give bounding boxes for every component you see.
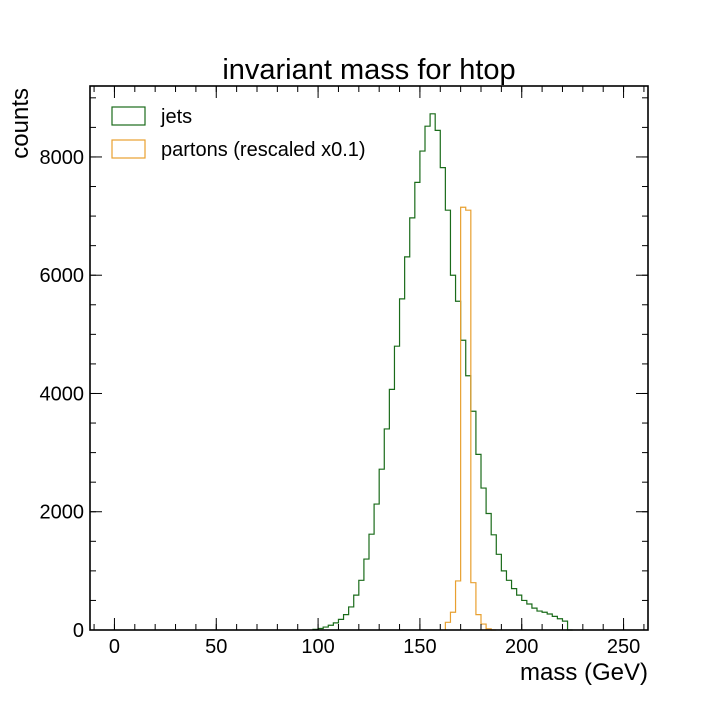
- y-tick-label: 6000: [40, 265, 85, 287]
- series-layer: [312, 113, 573, 631]
- x-tick-labels: 0 50 100 150 200 250: [109, 636, 640, 658]
- y-tick-label: 4000: [40, 383, 85, 405]
- x-tick-label: 150: [403, 636, 436, 658]
- y-tick-label: 0: [73, 620, 84, 642]
- series-1-histogram: [444, 206, 497, 631]
- y-tick-label: 2000: [40, 502, 85, 524]
- x-tick-label: 50: [205, 636, 227, 658]
- legend-label: partons (rescaled x0.1): [161, 139, 366, 161]
- y-tick-label: 8000: [40, 147, 85, 169]
- legend-swatch: [111, 139, 146, 159]
- x-axis-label: mass (GeV): [520, 659, 648, 686]
- series-0-histogram: [312, 113, 573, 631]
- ticks-layer: [90, 86, 648, 631]
- x-tick-label: 250: [607, 636, 640, 658]
- legend: jets partons (rescaled x0.1): [111, 106, 366, 161]
- x-tick-label: 100: [301, 636, 334, 658]
- y-tick-labels: 0 2000 4000 6000 8000: [40, 147, 85, 642]
- x-tick-label: 0: [109, 636, 120, 658]
- x-tick-label: 200: [505, 636, 538, 658]
- plot-frame: [89, 85, 649, 631]
- legend-label: jets: [160, 106, 192, 128]
- legend-swatch: [111, 106, 146, 126]
- y-axis-label: counts: [7, 88, 34, 159]
- chart-title: invariant mass for htop: [222, 54, 515, 86]
